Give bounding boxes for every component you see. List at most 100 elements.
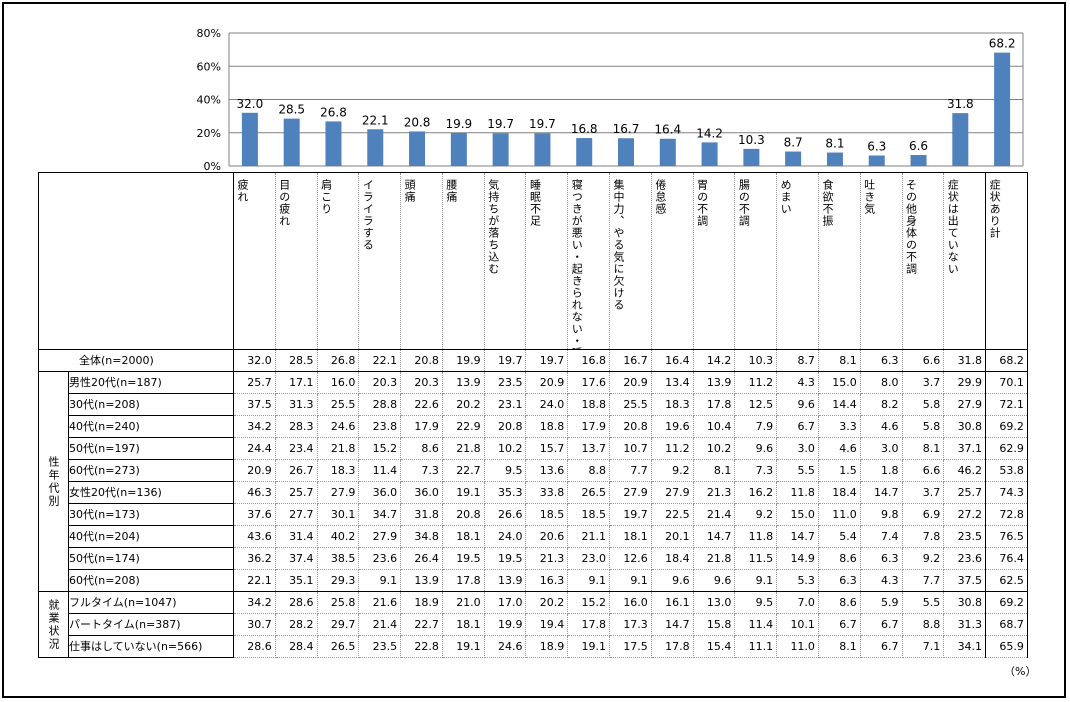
bar-value-label: 22.1 (362, 113, 389, 127)
group-label: 就業状況 (38, 591, 69, 658)
table-cell: 18.4 (650, 547, 694, 570)
table-cell: 1.8 (859, 459, 903, 482)
table-cell: 3.7 (901, 371, 945, 394)
table-cell: 5.4 (817, 525, 861, 548)
table-cell: 28.2 (274, 613, 318, 636)
table-cell: 8.1 (692, 459, 736, 482)
table-cell: 34.1 (943, 635, 987, 658)
column-header-label: 症状あり計 (988, 179, 1002, 239)
table-cell: 37.6 (233, 503, 276, 526)
table-cell: 21.3 (692, 481, 736, 504)
table-cell: 20.9 (525, 371, 569, 394)
table-cell: 19.5 (483, 547, 527, 570)
table-cell: 8.6 (817, 591, 861, 614)
table-cell: 20.1 (650, 525, 694, 548)
table-cell: 26.4 (400, 547, 443, 570)
table-cell: 10.2 (692, 437, 736, 460)
table-cell: 26.5 (567, 481, 611, 504)
table-cell: 37.1 (943, 437, 987, 460)
table-cell: 6.7 (817, 613, 861, 636)
table-cell: 9.8 (859, 503, 903, 526)
table-cell: 23.5 (483, 371, 527, 394)
table-cell: 72.8 (985, 503, 1028, 526)
table-cell: 14.2 (692, 349, 736, 372)
column-header-label: 集中力、やる気に欠ける (612, 179, 626, 311)
table-cell: 76.4 (985, 547, 1028, 570)
table-row: 30代(n=173) 37.6 27.7 30.1 34.7 31.8 20.8 26.6 18… (39, 503, 1028, 526)
table-cell: 32.0 (233, 349, 276, 372)
table-cell: 53.8 (985, 459, 1028, 482)
table-cell: 9.1 (734, 569, 778, 592)
table-cell: 29.3 (316, 569, 360, 592)
table-cell: 30.8 (943, 591, 987, 614)
table-cell: 25.5 (609, 393, 652, 416)
table-cell: 23.5 (358, 635, 402, 658)
table-cell: 20.2 (525, 591, 569, 614)
table-cell: 25.5 (316, 393, 360, 416)
table-cell: 22.7 (441, 459, 485, 482)
table-cell: 17.9 (567, 415, 611, 438)
table-cell: 30.1 (316, 503, 360, 526)
row-label: 30代(n=208) (68, 393, 234, 416)
table-cell: 17.1 (274, 371, 318, 394)
table-cell: 40.2 (316, 525, 360, 548)
table-cell: 13.6 (525, 459, 569, 482)
table-cell: 34.7 (358, 503, 402, 526)
table-cell: 22.1 (358, 349, 402, 372)
table-cell: 6.3 (817, 569, 861, 592)
column-header: 睡眠不足 (525, 172, 569, 350)
table-cell: 7.9 (734, 415, 778, 438)
table-cell: 26.5 (316, 635, 360, 658)
table-cell: 21.8 (692, 547, 736, 570)
bar-value-label: 10.3 (738, 133, 765, 147)
table-cell: 30.8 (943, 415, 987, 438)
table-cell: 21.4 (358, 613, 402, 636)
column-header: 気持ちが落ち込む (483, 172, 527, 350)
table-cell: 17.5 (609, 635, 652, 658)
table-cell: 11.4 (358, 459, 402, 482)
bar-value-label: 19.7 (529, 117, 556, 131)
table-cell: 11.8 (776, 481, 819, 504)
table-cell: 5.5 (776, 459, 819, 482)
group-label: 性年代別 (38, 371, 69, 592)
column-header-label: 頭痛 (403, 179, 417, 203)
table-cell: 28.6 (233, 635, 276, 658)
table-cell: 22.9 (441, 415, 485, 438)
column-header-label: 胃の不調 (695, 179, 709, 227)
table-cell: 15.7 (525, 437, 569, 460)
table-cell: 19.6 (650, 415, 694, 438)
table-cell: 23.5 (943, 525, 987, 548)
bar-value-label: 32.0 (237, 97, 264, 111)
column-header-label: 症状は出ていない (946, 179, 960, 275)
table-cell: 13.4 (650, 371, 694, 394)
table-cell: 18.8 (567, 393, 611, 416)
bar-value-label: 14.2 (696, 126, 723, 140)
bar-chart: 0% 20% 40% 60% 80% 32.0 28.5 26.8 22.1 20.8 19.9 19… (197, 27, 1024, 173)
table-cell: 18.1 (441, 613, 485, 636)
table-cell: 21.1 (567, 525, 611, 548)
table-cell: 34.8 (400, 525, 443, 548)
table-cell: 11.8 (734, 525, 778, 548)
table-cell: 15.8 (692, 613, 736, 636)
table-row: パートタイム(n=387) 30.7 28.2 29.7 21.4 22.7 18.1 19.… (39, 613, 1028, 636)
column-header: 症状あり計 (985, 172, 1028, 350)
table-row: 仕事はしていない(n=566) 28.6 28.4 26.5 23.5 22.8 19.1 2… (39, 635, 1028, 658)
table-cell: 43.6 (233, 525, 276, 548)
table-row: 50代(n=174) 36.2 37.4 38.5 23.6 26.4 19.5 19.5 21… (39, 547, 1028, 570)
table-cell: 37.4 (274, 547, 318, 570)
column-header-label: イライラする (361, 179, 375, 251)
table-cell: 7.1 (901, 635, 945, 658)
bar (283, 118, 300, 166)
table-row: 就業状況 フルタイム(n=1047) 34.2 28.6 25.8 21.6 18.9 21.… (38, 591, 1028, 658)
table-cell: 24.6 (316, 415, 360, 438)
y-tick-label: 80% (197, 27, 221, 40)
table-cell: 19.7 (525, 349, 569, 372)
table-cell: 6.7 (776, 415, 819, 438)
table-cell: 21.0 (441, 591, 485, 614)
bar-value-label: 20.8 (404, 115, 431, 129)
y-tick-label: 60% (197, 60, 221, 73)
table-cell: 13.7 (567, 437, 611, 460)
table-cell: 8.0 (859, 371, 903, 394)
column-header: 目の疲れ (274, 172, 318, 350)
